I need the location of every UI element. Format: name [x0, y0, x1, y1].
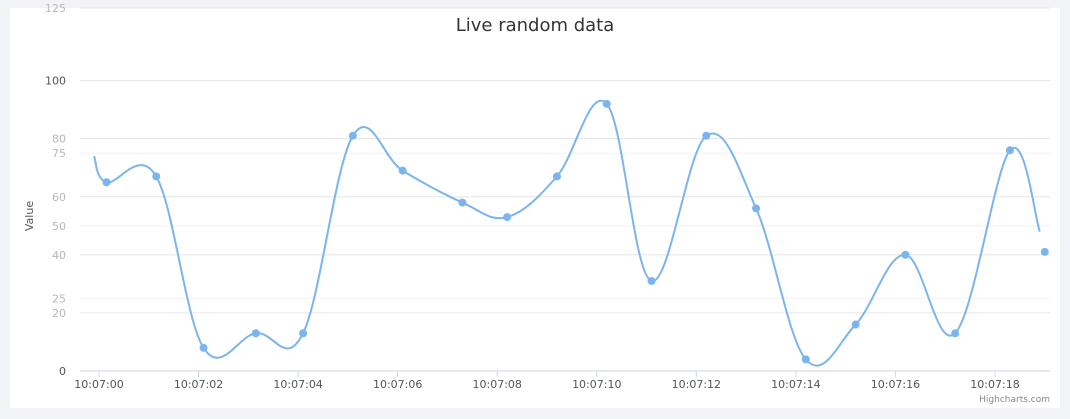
- y-tick-label: 25: [52, 292, 66, 305]
- y-tick-label: 125: [45, 2, 66, 15]
- y-tick-label: 60: [52, 191, 66, 204]
- data-point[interactable]: [398, 166, 407, 175]
- x-tick-marks: [98, 371, 996, 377]
- credits-link[interactable]: Highcharts.com: [979, 395, 1050, 405]
- chart-card: [10, 8, 1060, 408]
- data-point[interactable]: [602, 99, 611, 108]
- chart-title: Live random data: [456, 15, 615, 36]
- x-tick-label: 10:07:16: [871, 378, 920, 391]
- data-point[interactable]: [702, 131, 711, 140]
- x-tick-label: 10:07:02: [174, 378, 223, 391]
- series-line[interactable]: [93, 99, 1041, 367]
- x-tick-labels: 10:07:00 10:07:02 10:07:04 10:07:06 10:07:08…: [74, 378, 1019, 391]
- data-point[interactable]: [647, 276, 656, 285]
- y-tick-label: 80: [52, 133, 66, 146]
- data-point[interactable]: [1005, 146, 1014, 155]
- y-tick-label: 75: [52, 147, 66, 160]
- x-tick-label: 10:07:14: [771, 378, 820, 391]
- data-point[interactable]: [801, 355, 810, 364]
- x-tick-label: 10:07:06: [373, 378, 422, 391]
- data-point[interactable]: [851, 320, 860, 329]
- data-point[interactable]: [199, 343, 208, 352]
- x-tick-label: 10:07:10: [572, 378, 621, 391]
- data-point[interactable]: [552, 172, 561, 181]
- data-point[interactable]: [152, 172, 161, 181]
- data-point[interactable]: [299, 329, 308, 338]
- data-point[interactable]: [503, 213, 512, 222]
- data-point[interactable]: [458, 198, 467, 207]
- y-tick-label: 50: [52, 220, 66, 233]
- data-point[interactable]: [1040, 247, 1049, 256]
- y-tick-label: 40: [52, 249, 66, 262]
- data-point[interactable]: [102, 178, 111, 187]
- data-point[interactable]: [752, 204, 761, 213]
- x-tick-label: 10:07:04: [273, 378, 322, 391]
- y-tick-label: 100: [45, 75, 66, 88]
- data-point[interactable]: [951, 329, 960, 338]
- y-tick-label: 0: [59, 365, 66, 378]
- x-tick-label: 10:07:12: [672, 378, 721, 391]
- grid-lines: [80, 7, 1050, 314]
- data-point[interactable]: [251, 329, 260, 338]
- data-point[interactable]: [348, 131, 357, 140]
- y-axis-title: Value: [23, 201, 36, 231]
- y-tick-labels: 0 20 40 60 80 100 125 25 50 75: [45, 2, 66, 378]
- y-tick-label: 20: [52, 307, 66, 320]
- x-tick-label: 10:07:08: [473, 378, 522, 391]
- data-point[interactable]: [901, 250, 910, 259]
- series-group: [93, 99, 1049, 367]
- x-tick-label: 10:07:18: [970, 378, 1019, 391]
- x-tick-label: 10:07:00: [74, 378, 123, 391]
